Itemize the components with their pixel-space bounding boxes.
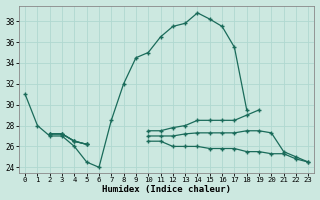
X-axis label: Humidex (Indice chaleur): Humidex (Indice chaleur) [102, 185, 231, 194]
